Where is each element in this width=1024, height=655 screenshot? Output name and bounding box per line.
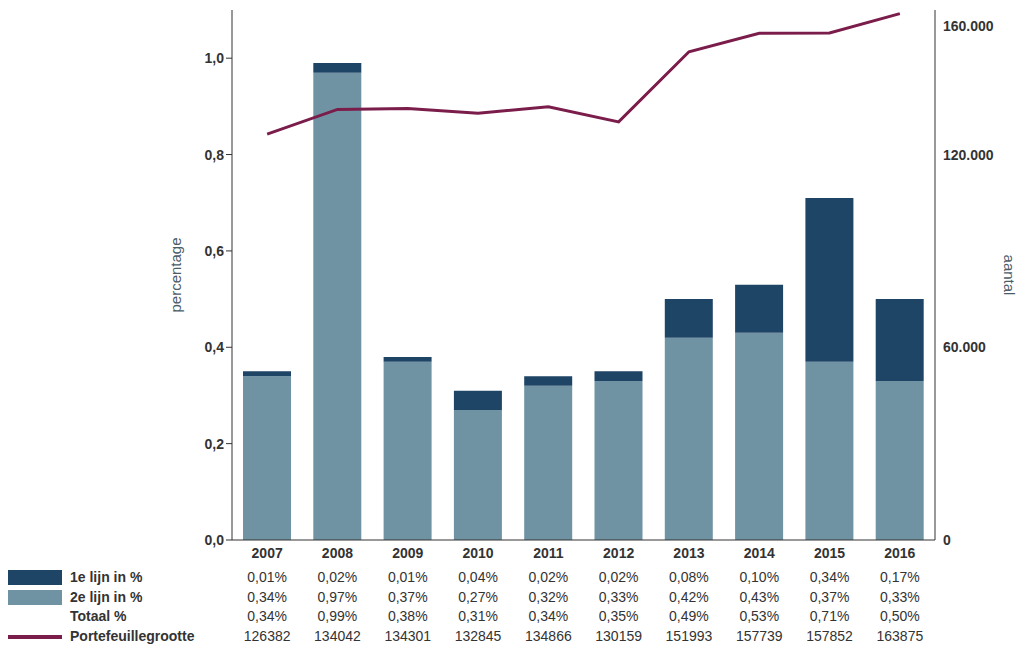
html-text:0,42%: 0,42% xyxy=(669,588,709,605)
html-text:0,34%: 0,34% xyxy=(809,569,850,585)
svg-text:160.000: 160.000 xyxy=(943,18,994,34)
html-text:130159: 130159 xyxy=(595,627,642,644)
svg-text:2015: 2015 xyxy=(814,545,845,561)
svg-text:2008: 2008 xyxy=(322,545,353,561)
html-text:0,35%: 0,35% xyxy=(598,608,639,624)
html-text:132845: 132845 xyxy=(454,627,502,644)
svg-text:percentage: percentage xyxy=(167,237,184,312)
html-text:0,99%: 0,99% xyxy=(317,608,358,624)
html-text:0,01%: 0,01% xyxy=(247,569,287,585)
html-text:0,10%: 0,10% xyxy=(739,569,780,585)
html-text:0,04%: 0,04% xyxy=(458,569,498,585)
svg-text:aantal: aantal xyxy=(1001,255,1016,296)
html-text:0,50%: 0,50% xyxy=(880,608,920,624)
svg-text:2010: 2010 xyxy=(462,545,493,561)
svg-text:0,4: 0,4 xyxy=(205,339,225,355)
svg-text:60.000: 60.000 xyxy=(943,339,986,355)
svg-text:120.000: 120.000 xyxy=(943,147,994,163)
svg-text:2016: 2016 xyxy=(884,545,915,561)
html-text:0,02%: 0,02% xyxy=(317,569,358,585)
html-text:0,53%: 0,53% xyxy=(739,608,780,624)
html-text:0,27%: 0,27% xyxy=(458,588,498,605)
html-text:134866: 134866 xyxy=(525,627,572,644)
svg-text:2014: 2014 xyxy=(744,545,775,561)
svg-text:2007: 2007 xyxy=(252,545,283,561)
html-text:0,17%: 0,17% xyxy=(880,569,920,585)
html-text:163875: 163875 xyxy=(876,627,924,644)
html-text:0,37%: 0,37% xyxy=(387,588,428,605)
html-text:0,08%: 0,08% xyxy=(669,569,709,585)
html-text:Totaal %: Totaal % xyxy=(70,608,127,624)
html-text:0,34%: 0,34% xyxy=(528,608,569,624)
html-text:0,34%: 0,34% xyxy=(247,588,287,605)
html-text:0,02%: 0,02% xyxy=(528,569,569,585)
svg-text:2013: 2013 xyxy=(673,545,704,561)
html-text:0,37%: 0,37% xyxy=(809,588,850,605)
svg-text:2009: 2009 xyxy=(392,545,423,561)
svg-text:0,0: 0,0 xyxy=(205,532,225,548)
svg-text:1,0: 1,0 xyxy=(205,50,225,66)
html-text:0,01%: 0,01% xyxy=(387,569,428,585)
svg-text:0,8: 0,8 xyxy=(205,147,225,163)
svg-text:2012: 2012 xyxy=(603,545,634,561)
html-text:0,33%: 0,33% xyxy=(598,588,639,605)
html-text:0,31%: 0,31% xyxy=(458,608,498,624)
html-text:0,34%: 0,34% xyxy=(247,608,287,624)
html-text:134301: 134301 xyxy=(384,627,432,644)
html-text:0,02%: 0,02% xyxy=(598,569,639,585)
html-text:151993: 151993 xyxy=(665,627,713,644)
html-text:0,32%: 0,32% xyxy=(528,588,569,605)
html-text:157852: 157852 xyxy=(806,627,853,644)
svg-text:0,6: 0,6 xyxy=(205,243,225,259)
html-text:134042: 134042 xyxy=(314,627,361,644)
html-text:157739: 157739 xyxy=(735,627,783,644)
html-text:0,49%: 0,49% xyxy=(669,608,709,624)
html-text:Portefeuillegrootte: Portefeuillegrootte xyxy=(70,627,195,644)
html-text:0,71%: 0,71% xyxy=(809,608,850,624)
svg-text:2011: 2011 xyxy=(533,545,564,561)
html-text:126382: 126382 xyxy=(243,627,291,644)
html-text:2e lijn in %: 2e lijn in % xyxy=(70,588,143,605)
svg-text:0: 0 xyxy=(943,532,951,548)
html-text:0,38%: 0,38% xyxy=(387,608,428,624)
html-text:0,97%: 0,97% xyxy=(317,588,358,605)
html-text:1e lijn in %: 1e lijn in % xyxy=(70,569,143,585)
svg-text:0,2: 0,2 xyxy=(205,436,225,452)
html-text:0,43%: 0,43% xyxy=(739,588,780,605)
html-text:0,33%: 0,33% xyxy=(880,588,920,605)
